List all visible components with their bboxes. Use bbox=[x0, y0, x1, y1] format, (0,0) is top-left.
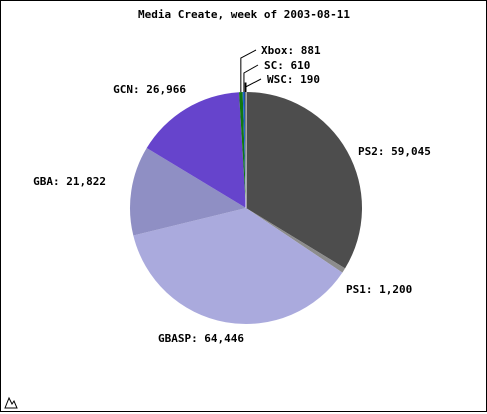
slice-label-wsc: WSC: 190 bbox=[267, 73, 320, 86]
pie-slice-gbasp bbox=[133, 208, 343, 324]
slice-label-gcn: GCN: 26,966 bbox=[113, 83, 186, 96]
slice-label-xbox: Xbox: 881 bbox=[261, 44, 321, 57]
leader-line-xbox bbox=[240, 49, 257, 93]
pie-labels: PS2: 59,045 PS1: 1,200 GBASP: 64,446 GBA: 2… bbox=[33, 44, 431, 345]
slice-label-sc: SC: 610 bbox=[264, 59, 310, 72]
pie-slice-gcn bbox=[146, 92, 246, 208]
pie-leader-lines bbox=[240, 49, 262, 93]
slice-label-gbasp: GBASP: 64,446 bbox=[158, 332, 244, 345]
pie-slices bbox=[129, 82, 362, 324]
leader-line-sc bbox=[243, 64, 259, 93]
slice-label-gba: GBA: 21,822 bbox=[33, 175, 106, 188]
pie-slice-ps2 bbox=[246, 92, 362, 269]
pie-slice-ps1 bbox=[246, 208, 346, 273]
pie-slice-gba bbox=[129, 148, 246, 236]
chart-title: Media Create, week of 2003-08-11 bbox=[138, 8, 350, 21]
pie-slice-xbox bbox=[239, 92, 246, 208]
slice-label-ps1: PS1: 1,200 bbox=[346, 283, 412, 296]
leader-line-wsc bbox=[245, 78, 262, 88]
slice-label-ps2: PS2: 59,045 bbox=[358, 145, 431, 158]
logo-icon bbox=[3, 395, 19, 409]
